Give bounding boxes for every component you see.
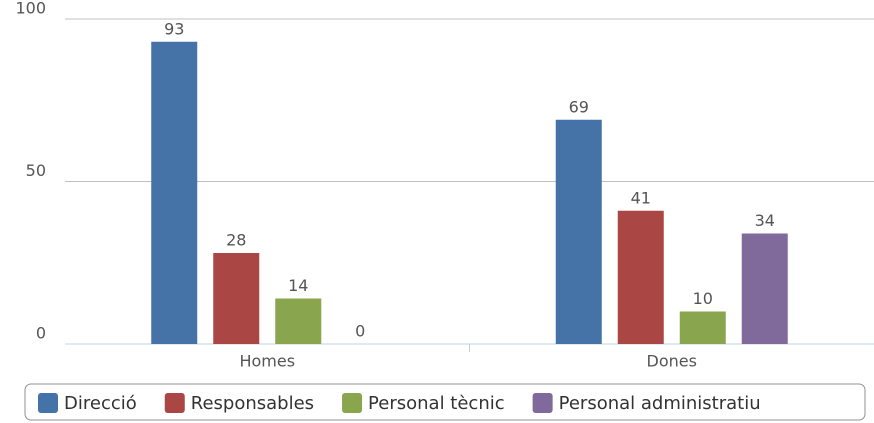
- bar: [275, 298, 322, 344]
- legend-label: Personal tècnic: [368, 393, 505, 414]
- y-tick-label: 100: [15, 0, 46, 18]
- legend-swatch: [532, 393, 553, 413]
- legend-label: Personal administratiu: [559, 393, 761, 414]
- bar: [555, 119, 602, 344]
- x-tick-label: Homes: [239, 352, 295, 371]
- data-label: 34: [755, 211, 775, 230]
- data-label: 28: [226, 231, 246, 250]
- data-label: 41: [631, 188, 651, 207]
- bar: [213, 253, 260, 344]
- bar: [617, 210, 664, 344]
- data-label: 0: [355, 322, 365, 341]
- bar: [151, 41, 198, 344]
- bar: [741, 233, 788, 344]
- data-label: 14: [288, 276, 308, 295]
- legend-swatch: [164, 393, 185, 413]
- data-label: 93: [164, 19, 184, 38]
- bar: [679, 311, 726, 344]
- legend-label: Direcció: [64, 393, 137, 414]
- x-tick-label: Dones: [647, 352, 697, 371]
- y-tick-label: 50: [26, 161, 46, 180]
- y-tick-label: 0: [36, 324, 46, 343]
- data-label: 10: [693, 289, 713, 308]
- legend-box: [24, 383, 866, 421]
- legend-label: Responsables: [191, 393, 314, 414]
- legend-swatch: [342, 393, 363, 413]
- legend-swatch: [38, 393, 58, 413]
- data-label: 69: [569, 97, 589, 116]
